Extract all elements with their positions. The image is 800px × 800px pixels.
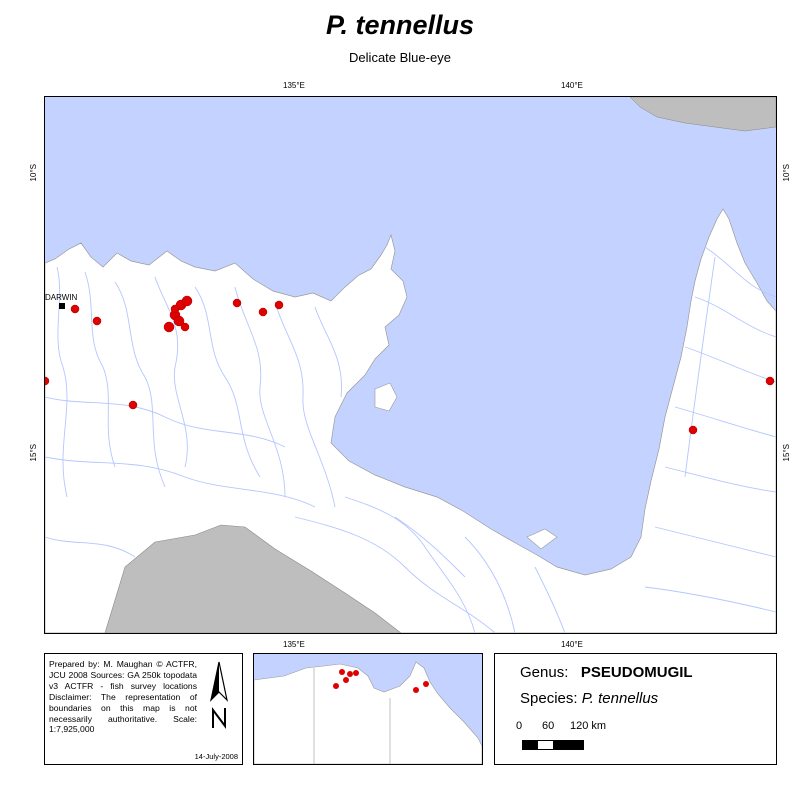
city-marker-icon: [59, 303, 65, 309]
survey-point: [413, 687, 419, 693]
survey-point: [258, 307, 268, 317]
survey-point: [128, 400, 138, 410]
legend-panel: Genus: PSEUDOMUGIL Species: P. tennellus…: [494, 653, 777, 765]
tick-top-135: 135°E: [283, 81, 305, 90]
indonesia-land: [104, 524, 402, 633]
darwin-label: DARWIN: [45, 293, 78, 302]
papua-land: [629, 97, 776, 132]
survey-point: [92, 316, 102, 326]
groote-eylandt: [374, 382, 398, 412]
info-panel: Prepared by: M. Maughan © ACTFR, JCU 200…: [44, 653, 243, 765]
survey-point: [339, 669, 345, 675]
inset-map[interactable]: [253, 653, 483, 765]
info-text: Prepared by: M. Maughan © ACTFR, JCU 200…: [49, 659, 197, 735]
inset-land: [254, 661, 482, 764]
river-network: [45, 246, 776, 633]
survey-point: [180, 322, 190, 332]
tick-top-140: 140°E: [561, 81, 583, 90]
survey-points: [45, 295, 775, 435]
survey-point: [170, 304, 180, 314]
survey-point: [765, 376, 775, 386]
inset-border-line: [313, 668, 391, 764]
survey-point: [70, 304, 80, 314]
main-map[interactable]: DARWIN: [44, 96, 777, 634]
survey-point: [423, 681, 429, 687]
tick-left-10: 10°S: [29, 164, 38, 182]
survey-point: [181, 295, 193, 307]
scale-label-0: 0: [516, 720, 523, 732]
survey-point: [163, 321, 175, 333]
coastal-island: [526, 528, 558, 550]
tick-bottom-135: 135°E: [283, 640, 305, 649]
species-line: Species: P. tennellus: [520, 690, 658, 707]
genus-line: Genus: PSEUDOMUGIL: [520, 664, 693, 681]
survey-point: [353, 670, 359, 676]
scale-bar: [522, 740, 584, 750]
survey-point: [347, 671, 353, 677]
species-value: P. tennellus: [581, 690, 659, 707]
survey-point: [173, 315, 185, 327]
survey-point: [232, 298, 242, 308]
map-subtitle: Delicate Blue-eye: [349, 50, 451, 65]
species-label: Species:: [520, 690, 578, 707]
survey-point: [343, 677, 349, 683]
survey-point: [333, 683, 339, 689]
survey-point: [274, 300, 284, 310]
survey-point: [45, 376, 50, 386]
tick-right-10: 10°S: [782, 164, 791, 182]
scale-labels: 0 60 120 km: [516, 720, 656, 734]
scale-label-120: 120 km: [570, 720, 607, 732]
survey-point: [688, 425, 698, 435]
genus-value: PSEUDOMUGIL: [580, 664, 693, 681]
tick-left-15: 15°S: [29, 444, 38, 462]
tick-bottom-140: 140°E: [561, 640, 583, 649]
map-title: P. tennellus: [325, 10, 475, 40]
tick-right-15: 15°S: [782, 444, 791, 462]
scale-label-60: 60: [542, 720, 555, 732]
info-date: 14-July-2008: [194, 752, 238, 761]
north-arrow-icon: [209, 661, 229, 729]
genus-label: Genus:: [520, 664, 569, 681]
